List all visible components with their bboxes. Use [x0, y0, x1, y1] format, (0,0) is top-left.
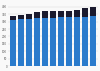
Bar: [74, 17, 80, 66]
Bar: [58, 17, 64, 66]
Bar: [18, 19, 24, 66]
Bar: [82, 17, 88, 66]
Bar: [50, 11, 56, 18]
Bar: [82, 8, 88, 17]
Bar: [34, 18, 40, 66]
Bar: [10, 16, 16, 20]
Bar: [58, 11, 64, 17]
Bar: [90, 7, 96, 16]
Bar: [42, 11, 48, 18]
Bar: [34, 12, 40, 18]
Bar: [74, 10, 80, 17]
Bar: [90, 16, 96, 66]
Bar: [50, 18, 56, 66]
Bar: [66, 17, 72, 66]
Bar: [26, 14, 32, 19]
Bar: [66, 11, 72, 17]
Bar: [18, 15, 24, 19]
Bar: [42, 18, 48, 66]
Bar: [26, 19, 32, 66]
Bar: [10, 20, 16, 66]
